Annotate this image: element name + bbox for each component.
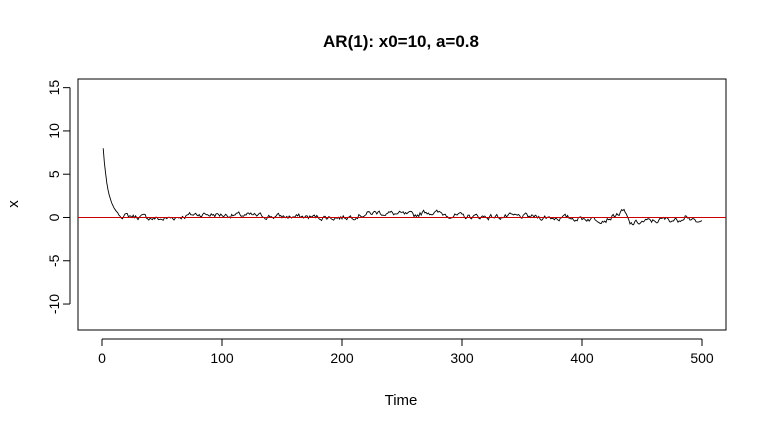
x-tick-label: 400	[570, 350, 594, 366]
chart-title: AR(1): x0=10, a=0.8	[323, 32, 479, 51]
y-tick-label: 15	[46, 80, 62, 96]
y-tick-label: 0	[46, 213, 62, 221]
y-axis: -10 -5 0 5 10 15	[46, 80, 71, 314]
plot-frame	[77, 78, 727, 331]
series-line	[102, 148, 703, 226]
x-tick-label: 100	[210, 350, 234, 366]
x-tick-label: 500	[690, 350, 714, 366]
x-axis-label: Time	[385, 392, 418, 409]
x-tick-label: 200	[330, 350, 354, 366]
x-tick-label: 300	[450, 350, 474, 366]
y-tick-label: 10	[46, 123, 62, 139]
y-tick-label: 5	[46, 170, 62, 178]
x-axis: 0 100 200 300 400 500	[98, 338, 714, 366]
y-tick-label: -5	[46, 254, 62, 267]
y-axis-label: x	[5, 200, 22, 208]
y-tick-label: -10	[46, 294, 62, 314]
x-tick-label: 0	[98, 350, 106, 366]
plot-area	[78, 148, 726, 226]
